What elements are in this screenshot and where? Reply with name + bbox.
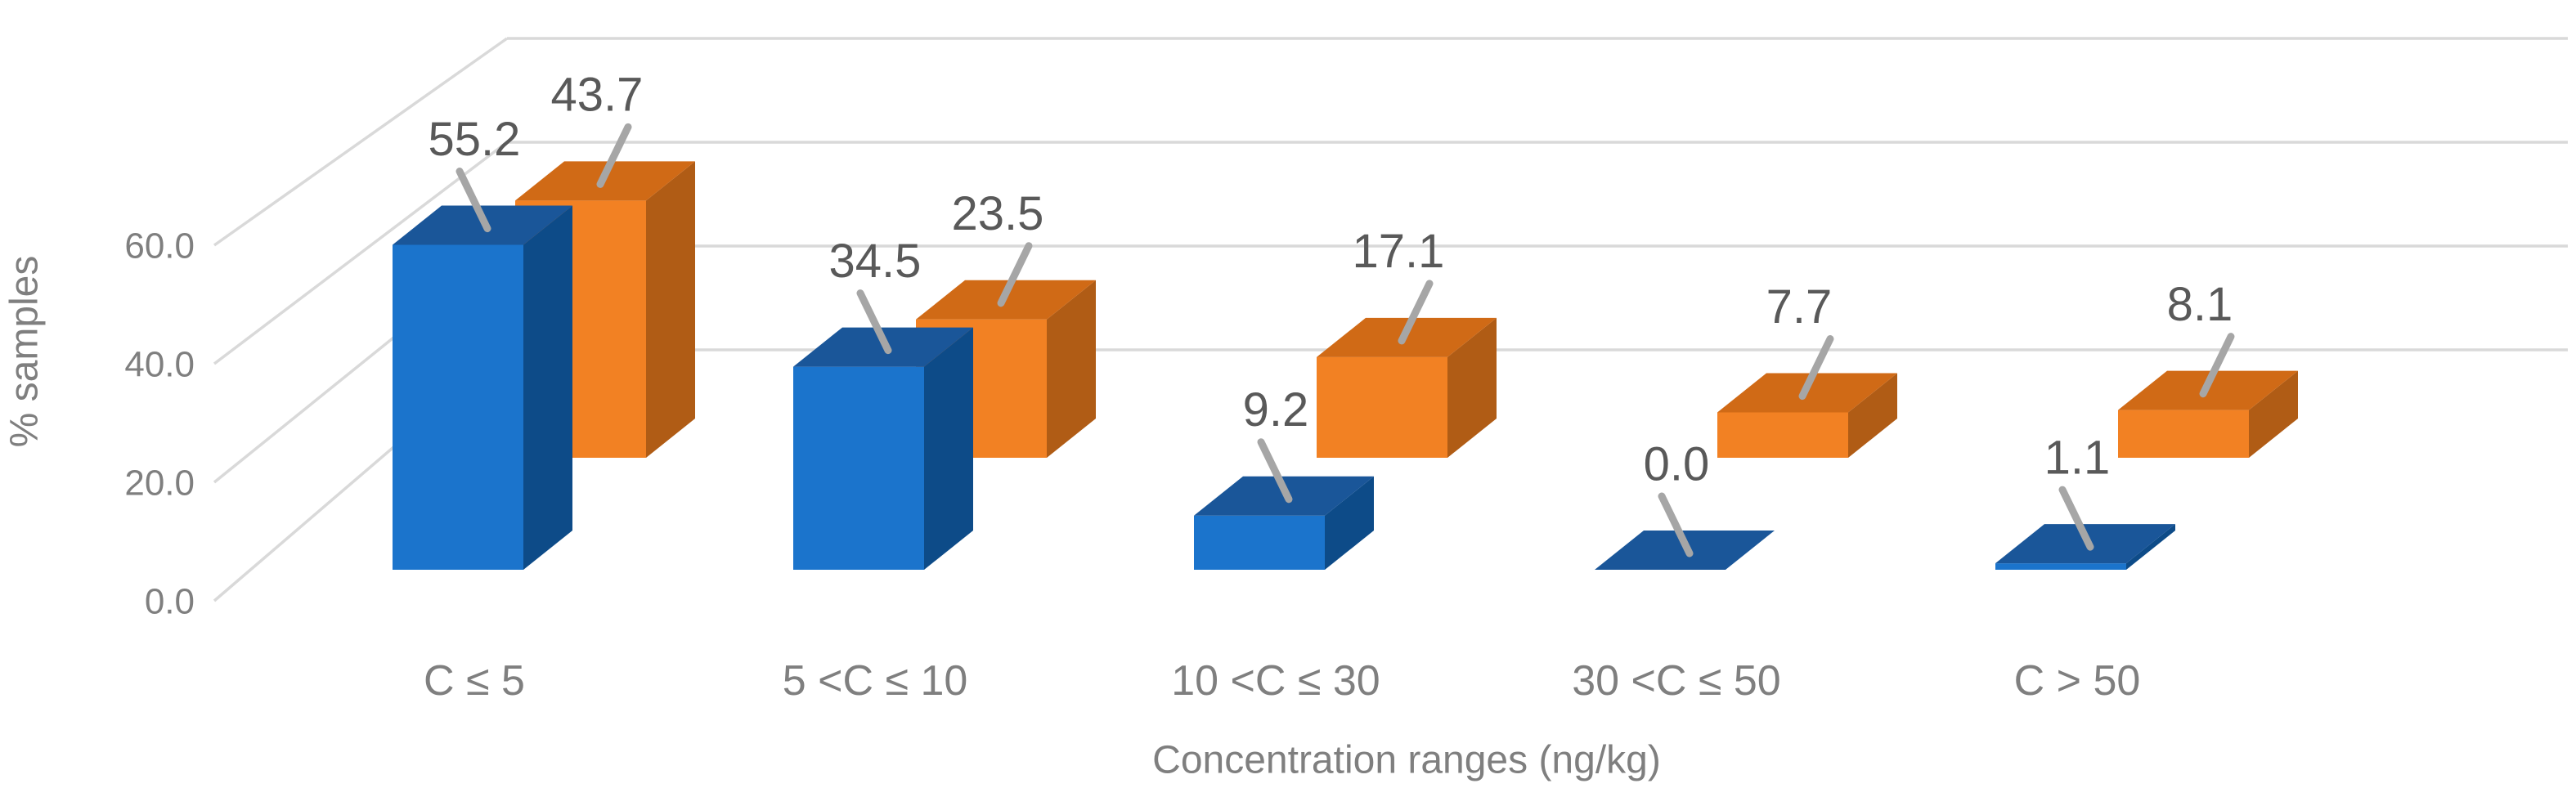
bar-front-face xyxy=(1317,356,1447,458)
bar-side-face xyxy=(646,161,695,459)
y-tick-label: 0.0 xyxy=(145,581,195,621)
value-label-blue-series-3: 0.0 xyxy=(1644,437,1710,490)
gridline-wall-40.0 xyxy=(213,141,509,365)
y-tick-label: 20.0 xyxy=(124,463,195,503)
x-category-label-4: C > 50 xyxy=(2014,657,2141,705)
x-category-label-1: 5 <C ≤ 10 xyxy=(783,657,968,705)
x-category-label-0: C ≤ 5 xyxy=(424,657,525,705)
leader-line-blue-series-1 xyxy=(856,289,892,355)
bar-side-face xyxy=(1447,317,1497,458)
bar-side-face xyxy=(2249,370,2298,458)
bar-front-face xyxy=(2118,410,2249,458)
bar-side-face xyxy=(2126,524,2175,570)
leader-line-orange-series-4 xyxy=(2199,333,2235,398)
value-label-orange-series-1: 23.5 xyxy=(952,187,1044,240)
bar-side-face xyxy=(1848,373,1897,458)
leader-line-blue-series-0 xyxy=(456,168,491,233)
leader-line-blue-series-3 xyxy=(1658,492,1694,557)
value-label-orange-series-2: 17.1 xyxy=(1353,225,1445,278)
value-label-orange-series-0: 43.7 xyxy=(551,69,644,122)
x-category-label-3: 30 <C ≤ 50 xyxy=(1572,657,1780,705)
bar-front-face xyxy=(793,366,924,570)
bar-side-face xyxy=(1325,476,1374,570)
bar-front-face xyxy=(1194,515,1325,570)
value-label-blue-series-2: 9.2 xyxy=(1243,383,1309,437)
y-axis-title: % samples xyxy=(2,255,47,448)
leader-line-orange-series-0 xyxy=(596,123,632,188)
leader-line-blue-series-4 xyxy=(2058,486,2094,551)
value-label-blue-series-0: 55.2 xyxy=(429,113,521,166)
value-label-orange-series-4: 8.1 xyxy=(2167,278,2233,331)
bar-orange-series-3 xyxy=(1717,373,1897,458)
x-axis-title: Concentration ranges (ng/kg) xyxy=(1152,738,1661,782)
y-tick-label: 40.0 xyxy=(124,344,195,384)
bar-front-face xyxy=(1717,412,1848,458)
gridline-wall-60.0 xyxy=(213,37,509,247)
value-label-blue-series-1: 34.5 xyxy=(829,235,922,288)
value-label-orange-series-3: 7.7 xyxy=(1766,280,1833,334)
bar-blue-series-0 xyxy=(393,205,572,570)
bar-blue-series-1 xyxy=(793,327,973,570)
leader-line-orange-series-1 xyxy=(997,242,1033,307)
bar-side-face xyxy=(924,327,973,570)
leader-line-orange-series-2 xyxy=(1398,280,1434,345)
bar-side-face xyxy=(1047,280,1096,458)
leader-line-orange-series-3 xyxy=(1798,335,1834,401)
y-tick-label: 60.0 xyxy=(124,226,195,266)
bar-front-face xyxy=(1995,563,2126,570)
bar-front-face xyxy=(393,244,523,570)
x-category-label-2: 10 <C ≤ 30 xyxy=(1171,657,1380,705)
bar-side-face xyxy=(523,205,572,570)
leader-line-blue-series-2 xyxy=(1257,438,1293,504)
value-label-blue-series-4: 1.1 xyxy=(2044,431,2111,484)
